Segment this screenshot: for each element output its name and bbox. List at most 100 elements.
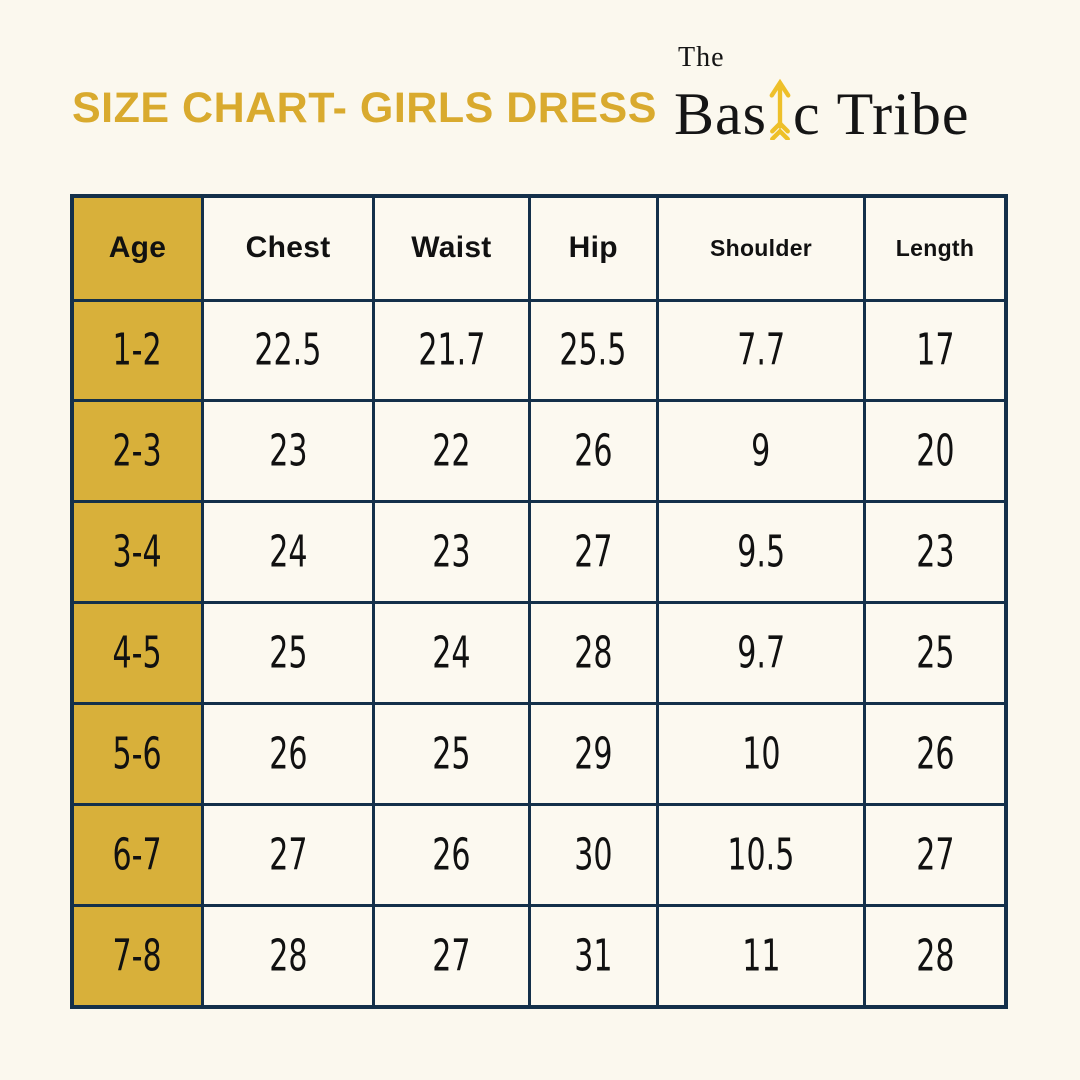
hip-cell: 26 — [527, 399, 659, 504]
waist-cell: 24 — [372, 601, 531, 705]
cell-value: 11 — [741, 930, 781, 982]
cell-value: 17 — [915, 324, 955, 376]
waist-cell: 25 — [372, 701, 531, 806]
cell-value: 24 — [432, 627, 471, 679]
shoulder-cell: 10 — [655, 701, 867, 806]
table-row: 1-2 22.5 21.7 25.5 7.7 17 — [70, 298, 1008, 403]
table-row: 4-5 25 24 28 9.7 25 — [70, 601, 1008, 705]
cell-value: 9 — [751, 425, 771, 477]
cell-value: 25 — [432, 728, 471, 780]
cell-value: 23 — [268, 425, 308, 477]
cell-value: 7-8 — [112, 930, 163, 982]
shoulder-cell: 10.5 — [655, 802, 867, 907]
length-cell: 20 — [863, 399, 1008, 504]
cell-value: 24 — [268, 526, 308, 578]
shoulder-cell: 11 — [655, 903, 867, 1009]
logo-word-the: The — [678, 42, 725, 73]
cell-value: 9.5 — [737, 526, 785, 578]
hip-cell: 31 — [527, 903, 659, 1009]
logo-text-tribe: Tribe — [836, 81, 970, 147]
length-cell: 17 — [863, 298, 1008, 403]
column-header-shoulder: Shoulder — [655, 194, 867, 302]
hip-cell: 27 — [527, 500, 659, 605]
column-header-hip: Hip — [527, 194, 659, 302]
waist-cell: 23 — [372, 500, 531, 605]
cell-value: 27 — [574, 526, 613, 578]
age-cell: 2-3 — [70, 399, 204, 504]
cell-value: 30 — [574, 829, 613, 881]
cell-value: 10.5 — [727, 829, 795, 881]
waist-cell: 22 — [372, 399, 531, 504]
cell-value: 26 — [432, 829, 471, 881]
shoulder-cell: 9.7 — [655, 601, 867, 705]
cell-value: 25 — [268, 627, 308, 679]
cell-value: 25 — [915, 627, 955, 679]
cell-value: 7.7 — [737, 324, 785, 376]
waist-cell: 27 — [372, 903, 531, 1009]
waist-cell: 21.7 — [372, 298, 531, 403]
cell-value: 3-4 — [112, 526, 163, 578]
cell-value: 23 — [432, 526, 471, 578]
table-row: 3-4 24 23 27 9.5 23 — [70, 500, 1008, 605]
logo-text-c: c — [793, 81, 821, 147]
age-cell: 1-2 — [70, 298, 204, 403]
age-cell: 4-5 — [70, 601, 204, 705]
brand-logo: The Bas c Tribe — [674, 42, 969, 145]
table-row: 2-3 23 22 26 9 20 — [70, 399, 1008, 504]
chest-cell: 27 — [200, 802, 376, 907]
column-header-chest: Chest — [200, 194, 376, 302]
column-header-waist: Waist — [372, 194, 531, 302]
chest-cell: 26 — [200, 701, 376, 806]
hip-cell: 29 — [527, 701, 659, 806]
shoulder-cell: 7.7 — [655, 298, 867, 403]
length-cell: 23 — [863, 500, 1008, 605]
cell-value: 6-7 — [112, 829, 163, 881]
cell-value: 27 — [432, 930, 471, 982]
cell-value: 27 — [268, 829, 308, 881]
age-cell: 6-7 — [70, 802, 204, 907]
cell-value: 25.5 — [559, 324, 627, 376]
shoulder-cell: 9.5 — [655, 500, 867, 605]
cell-value: 21.7 — [417, 324, 485, 376]
logo-text-bas: Bas — [674, 81, 767, 147]
waist-cell: 26 — [372, 802, 531, 907]
up-arrow-icon — [769, 78, 791, 142]
chest-cell: 22.5 — [200, 298, 376, 403]
logo-word-basic-tribe: Bas c Tribe — [674, 76, 969, 144]
header-row: Age Chest Waist Hip Shoulder Length — [70, 194, 1008, 302]
cell-value: 4-5 — [112, 627, 163, 679]
cell-value: 26 — [574, 425, 613, 477]
cell-value: 10 — [741, 728, 781, 780]
cell-value: 28 — [268, 930, 308, 982]
size-table: Age Chest Waist Hip Shoulder Length 1-2 … — [70, 194, 1008, 1009]
age-cell: 7-8 — [70, 903, 204, 1009]
table-row: 6-7 27 26 30 10.5 27 — [70, 802, 1008, 907]
cell-value: 5-6 — [112, 728, 163, 780]
chest-cell: 23 — [200, 399, 376, 504]
hip-cell: 30 — [527, 802, 659, 907]
cell-value: 28 — [915, 930, 955, 982]
length-cell: 25 — [863, 601, 1008, 705]
length-cell: 27 — [863, 802, 1008, 907]
column-header-length: Length — [863, 194, 1008, 302]
column-header-age: Age — [70, 194, 204, 302]
hip-cell: 28 — [527, 601, 659, 705]
table-row: 5-6 26 25 29 10 26 — [70, 701, 1008, 806]
cell-value: 28 — [574, 627, 613, 679]
length-cell: 26 — [863, 701, 1008, 806]
page-title: SIZE CHART- GIRLS DRESS — [72, 84, 657, 132]
cell-value: 2-3 — [112, 425, 163, 477]
shoulder-cell: 9 — [655, 399, 867, 504]
cell-value: 26 — [268, 728, 308, 780]
cell-value: 22.5 — [254, 324, 322, 376]
cell-value: 22 — [432, 425, 471, 477]
chest-cell: 25 — [200, 601, 376, 705]
cell-value: 1-2 — [112, 324, 163, 376]
cell-value: 29 — [574, 728, 613, 780]
hip-cell: 25.5 — [527, 298, 659, 403]
age-cell: 3-4 — [70, 500, 204, 605]
chest-cell: 28 — [200, 903, 376, 1009]
chest-cell: 24 — [200, 500, 376, 605]
length-cell: 28 — [863, 903, 1008, 1009]
